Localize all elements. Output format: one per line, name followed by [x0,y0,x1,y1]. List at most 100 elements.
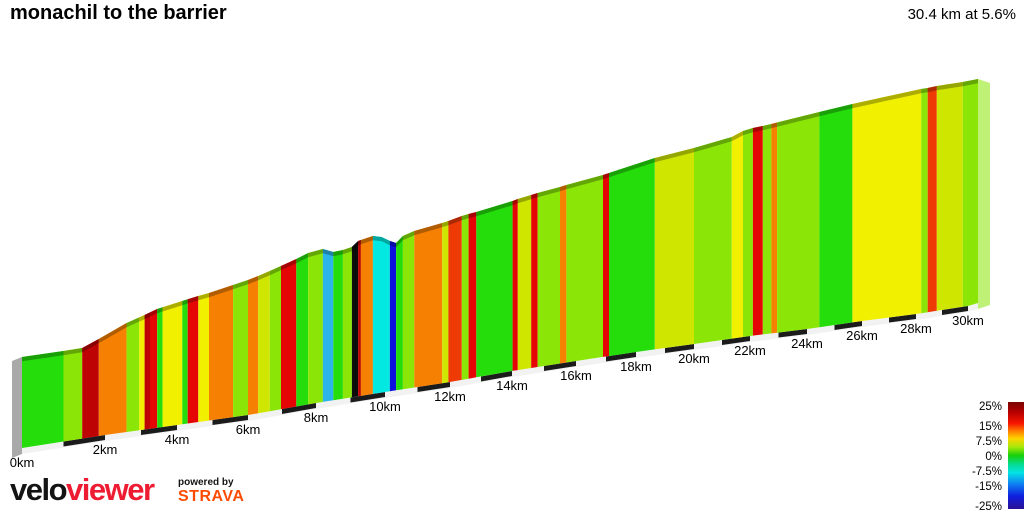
segment-top-face [468,212,477,219]
segment-top-face [98,323,127,344]
axis-label: 14km [496,378,528,393]
gradient-segment[interactable] [654,148,694,350]
gradient-segment[interactable] [537,187,560,367]
axis-dash [889,314,916,323]
gradient-legend-bar [1008,402,1024,509]
gradient-segment[interactable] [358,240,361,397]
axis-label: 30km [952,313,984,328]
segment-top-face [936,82,963,91]
gradient-segment[interactable] [921,88,928,314]
segment-top-face [162,301,183,312]
gradient-segment[interactable] [442,221,449,384]
gradient-segment[interactable] [22,351,64,448]
gradient-segment[interactable] [144,312,150,430]
gradient-segment[interactable] [82,339,99,439]
gradient-segment[interactable] [333,250,343,401]
segment-top-face [560,185,567,192]
gradient-segment[interactable] [342,247,352,399]
gradient-segment[interactable] [63,348,83,442]
gradient-segment[interactable] [777,112,820,333]
axis-label: 4km [165,432,190,447]
axis-label: 10km [369,399,401,414]
gradient-segment[interactable] [258,271,270,414]
axis-label: 26km [846,328,878,343]
gradient-segment[interactable] [360,236,373,396]
veloviewer-logo-viewer: viewer [66,472,155,507]
segment-top-face [209,285,234,298]
axis-dash [722,336,750,345]
gradient-segment[interactable] [198,293,209,422]
gradient-segment[interactable] [962,79,978,307]
segment-top-face [819,104,853,117]
segment-top-face [342,247,352,255]
gradient-segment[interactable] [771,122,778,334]
gradient-segment[interactable] [98,323,127,436]
segment-top-face [512,199,518,206]
segment-top-face [743,128,753,136]
gradient-segment[interactable] [402,231,415,390]
gradient-segment[interactable] [762,124,772,335]
gradient-segment[interactable] [281,259,297,410]
veloviewer-logo[interactable]: veloviewer [10,472,155,508]
gradient-segment[interactable] [752,126,763,336]
gradient-segment[interactable] [517,195,532,371]
gradient-segment[interactable] [694,137,732,344]
gradient-segment[interactable] [162,301,183,427]
segment-top-face [22,351,64,362]
axis-dash [834,321,862,330]
gradient-segment[interactable] [269,266,281,412]
axis-label: 24km [791,336,823,351]
gradient-segment[interactable] [139,315,145,431]
gradient-segment[interactable] [396,236,403,391]
axis-dash [778,329,807,338]
profile-left-face [12,357,22,458]
gradient-segment[interactable] [233,280,248,418]
gradient-segment[interactable] [936,82,963,311]
gradient-segment[interactable] [209,285,234,421]
segment-top-face [442,221,449,228]
gradient-segment[interactable] [296,253,309,407]
segment-top-face [233,280,248,290]
axis-label: 8km [304,410,329,425]
gradient-segment[interactable] [150,309,158,429]
axis-dash [544,361,576,371]
gradient-segment[interactable] [603,173,609,357]
gradient-segment[interactable] [468,212,477,379]
gradient-segment[interactable] [248,276,259,415]
gradient-segment[interactable] [389,241,397,392]
segment-top-face [126,317,140,328]
gradient-segment[interactable] [322,249,334,402]
gradient-segment[interactable] [476,201,513,378]
gradient-segment[interactable] [182,299,188,425]
segment-top-face [358,240,361,246]
gradient-segment[interactable] [414,223,443,388]
gradient-segment[interactable] [743,128,753,337]
legend-label: -15% [975,481,1002,493]
gradient-segment[interactable] [927,86,937,313]
segment-top-face [269,266,281,276]
gradient-segment[interactable] [819,104,853,328]
gradient-segment[interactable] [512,199,518,371]
gradient-segment[interactable] [308,249,323,405]
gradient-segment[interactable] [157,307,163,428]
gradient-segment[interactable] [372,236,390,394]
gradient-segment[interactable] [126,317,140,432]
axis-label: 16km [560,368,592,383]
axis-label: 28km [900,321,932,336]
segment-top-face [82,339,99,353]
gradient-segment[interactable] [566,175,603,363]
gradient-segment[interactable] [852,89,922,323]
gradient-segment[interactable] [461,214,469,380]
gradient-segment[interactable] [531,193,538,368]
gradient-segment[interactable] [609,158,655,357]
gradient-segment[interactable] [187,296,199,424]
strava-attribution[interactable]: powered by STRAVA [178,478,244,505]
gradient-segment[interactable] [731,131,743,339]
gradient-segment[interactable] [448,216,462,383]
segment-top-face [360,236,373,245]
segment-top-face [771,122,778,129]
gradient-segment[interactable] [351,241,359,398]
gradient-segment[interactable] [560,185,567,364]
segment-top-face [372,236,390,246]
